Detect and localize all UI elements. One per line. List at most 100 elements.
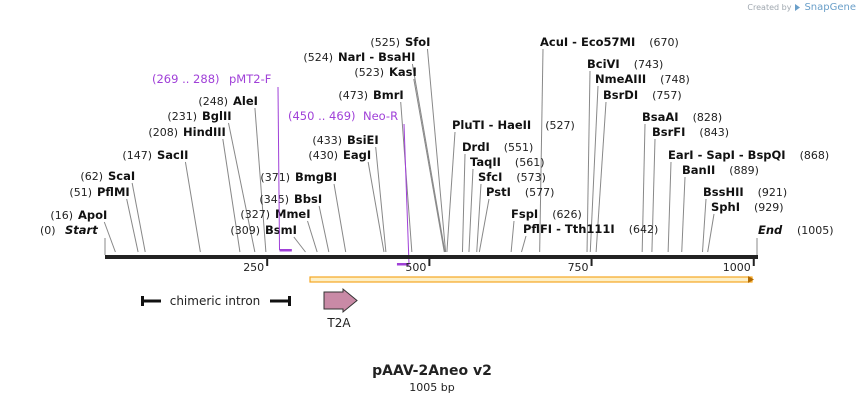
cut-site-bbsi[interactable]: (345) BbsI xyxy=(259,192,322,206)
cut-site-bcivi[interactable]: BciVI (743) xyxy=(587,57,663,71)
enzyme-label[interactable]: MmeI xyxy=(275,207,311,221)
enzyme-label[interactable]: PflFI - Tth111I xyxy=(523,222,615,236)
enzyme-label[interactable]: BsmI xyxy=(265,223,297,237)
tick-layer: 250 500 750 1000 xyxy=(243,259,755,274)
cut-site-eagi[interactable]: (430) EagI xyxy=(308,148,371,162)
cut-site-sfoi[interactable]: (525) SfoI xyxy=(370,35,430,49)
primer-layer: (269 .. 288) pMT2-F (450 .. 469) Neo-R xyxy=(152,72,410,266)
enzyme-label[interactable]: FspI xyxy=(511,207,538,221)
site-line xyxy=(131,182,146,253)
enzyme-label[interactable]: BsaAI xyxy=(642,110,679,124)
tick-label: 750 xyxy=(568,261,589,274)
enzyme-label[interactable]: TaqII xyxy=(470,155,501,169)
enzyme-label[interactable]: PflMI xyxy=(97,185,130,199)
primer-name[interactable]: Neo-R xyxy=(363,109,398,123)
orf-arrow[interactable] xyxy=(309,276,754,283)
enzyme-label[interactable]: NmeAIII xyxy=(595,72,646,86)
enzyme-label[interactable]: BglII xyxy=(202,109,232,123)
cut-site-pflmi[interactable]: (51) PflMI xyxy=(69,185,129,199)
cut-site-alei[interactable]: (248) AleI xyxy=(198,94,258,108)
enzyme-label[interactable]: ScaI xyxy=(108,169,135,183)
cut-site-bsiei[interactable]: (433) BsiEI xyxy=(312,133,378,147)
cut-site-hindiii[interactable]: (208) HindIII xyxy=(148,125,225,139)
site-line xyxy=(375,146,387,253)
orf-bar xyxy=(309,276,753,283)
primer-leader xyxy=(277,86,281,251)
cut-site-banii[interactable]: BanII (889) xyxy=(682,163,759,177)
site-position-label: (843) xyxy=(699,126,729,139)
cut-site-bsrdi[interactable]: BsrDI (757) xyxy=(603,88,682,102)
cut-site-bmri[interactable]: (473) BmrI xyxy=(338,88,403,102)
site-position-label: (868) xyxy=(800,149,830,162)
enzyme-label[interactable]: SphI xyxy=(711,200,740,214)
enzyme-label[interactable]: PstI xyxy=(486,185,511,199)
cut-site-apoi[interactable]: (16) ApoI xyxy=(50,208,107,222)
cut-site-bsshii[interactable]: BssHII (921) xyxy=(703,185,787,199)
enzyme-label[interactable]: PluTI - HaeII xyxy=(452,118,531,132)
enzyme-label[interactable]: BmgBI xyxy=(295,170,337,184)
cut-site-acui[interactable]: AcuI - Eco57MI (670) xyxy=(540,35,679,49)
primer-name[interactable]: pMT2-F xyxy=(229,72,271,86)
cut-site-bsrfi[interactable]: BsrFI (843) xyxy=(652,125,729,139)
cut-site-nmeaiii[interactable]: NmeAIII (748) xyxy=(595,72,690,86)
site-position-label: (371) xyxy=(260,171,290,184)
enzyme-label[interactable]: HindIII xyxy=(183,125,226,139)
enzyme-label[interactable]: KasI xyxy=(389,65,417,79)
enzyme-label[interactable]: EagI xyxy=(343,148,371,162)
site-line xyxy=(468,168,474,253)
cut-site-bsaai[interactable]: BsaAI (828) xyxy=(642,110,722,124)
cut-site-drdi[interactable]: DrdI (551) xyxy=(462,140,533,154)
enzyme-label[interactable]: BbsI xyxy=(294,192,322,206)
cut-site-eari[interactable]: EarI - SapI - BspQI (868) xyxy=(668,148,829,162)
site-position-label: (147) xyxy=(122,149,152,162)
site-lines xyxy=(103,48,758,255)
enzyme-label[interactable]: ApoI xyxy=(78,208,107,222)
enzyme-label[interactable]: BciVI xyxy=(587,57,620,71)
ruler-tick: 750 xyxy=(568,259,593,274)
enzyme-label[interactable]: AleI xyxy=(233,94,258,108)
site-line xyxy=(510,220,515,253)
site-position-label: (523) xyxy=(354,66,384,79)
tick-mark xyxy=(266,259,269,266)
enzyme-label[interactable]: DrdI xyxy=(462,140,490,154)
feature-t2a[interactable]: T2A xyxy=(323,287,358,330)
enzyme-label[interactable]: SfoI xyxy=(405,35,430,49)
enzyme-label[interactable]: BmrI xyxy=(373,88,404,102)
site-line xyxy=(586,70,591,253)
cut-site-scai[interactable]: (62) ScaI xyxy=(80,169,135,183)
cut-site-nari[interactable]: (524) NarI - BsaHI xyxy=(303,50,415,64)
cut-site-taqii[interactable]: TaqII (561) xyxy=(470,155,545,169)
site-line xyxy=(318,205,330,253)
backbone-line xyxy=(105,255,758,259)
cut-site-bglii[interactable]: (231) BglII xyxy=(167,109,231,123)
enzyme-label[interactable]: SacII xyxy=(157,148,188,162)
enzyme-label[interactable]: BsrDI xyxy=(603,88,638,102)
cut-site-sacii[interactable]: (147) SacII xyxy=(122,148,188,162)
cut-site-mmei[interactable]: (327) MmeI xyxy=(240,207,310,221)
feature-chimeric-intron[interactable]: chimeric intron xyxy=(141,294,291,308)
enzyme-label[interactable]: BsiEI xyxy=(347,133,379,147)
cut-site-pluti[interactable]: PluTI - HaeII (527) xyxy=(452,118,575,132)
enzyme-label[interactable]: BanII xyxy=(682,163,715,177)
cut-site-pflfi[interactable]: PflFI - Tth111I (642) xyxy=(523,222,658,236)
primer-neo-r[interactable]: (450 .. 469) Neo-R xyxy=(288,109,410,266)
cut-site-bmgbi[interactable]: (371) BmgBI xyxy=(260,170,337,184)
cut-site-fspi[interactable]: FspI (626) xyxy=(511,207,582,221)
cut-site-bsmi[interactable]: (309) BsmI xyxy=(230,223,296,237)
site-position-label: (345) xyxy=(259,193,289,206)
intron-cap-right xyxy=(288,296,291,306)
cut-site-sfci[interactable]: SfcI (573) xyxy=(478,170,546,184)
cut-site-kasi[interactable]: (523) KasI xyxy=(354,65,416,79)
enzyme-label[interactable]: AcuI - Eco57MI xyxy=(540,35,635,49)
site-line xyxy=(589,85,599,253)
primer-pmt2-f[interactable]: (269 .. 288) pMT2-F xyxy=(152,72,292,252)
enzyme-label[interactable]: SfcI xyxy=(478,170,502,184)
enzyme-label[interactable]: BsrFI xyxy=(652,125,685,139)
enzyme-label[interactable]: EarI - SapI - BspQI xyxy=(668,148,786,162)
enzyme-label[interactable]: BssHII xyxy=(703,185,744,199)
site-position-label: (62) xyxy=(80,170,103,183)
enzyme-label[interactable]: NarI - BsaHI xyxy=(338,50,415,64)
cut-site-psti[interactable]: PstI (577) xyxy=(486,185,554,199)
cut-site-sphi[interactable]: SphI (929) xyxy=(711,200,784,214)
